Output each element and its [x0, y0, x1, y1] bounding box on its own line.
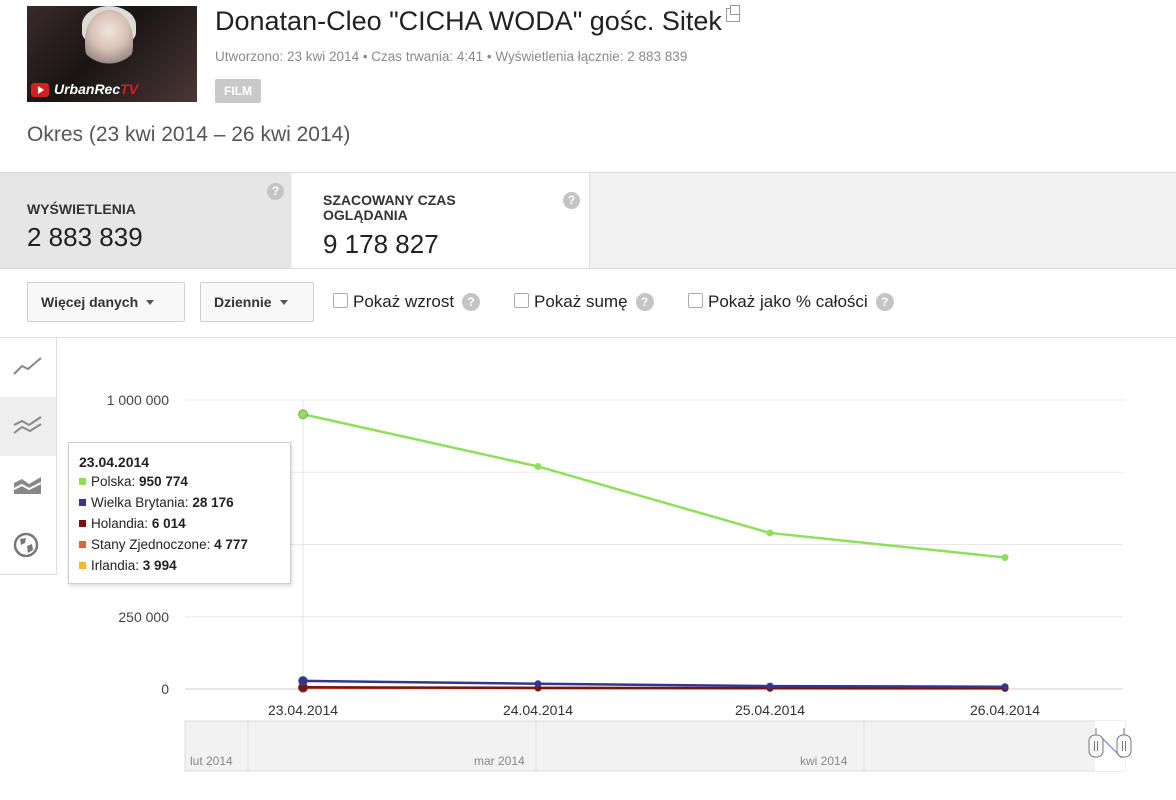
video-thumbnail[interactable]: UrbanRecTV: [27, 6, 197, 102]
chart-tooltip: 23.04.2014 Polska: 950 774 Wielka Brytan…: [68, 442, 291, 584]
series-line: [302, 413, 1006, 559]
tooltip-row: Polska: 950 774: [79, 474, 188, 489]
navigator-label: kwi 2014: [800, 754, 848, 768]
navigator-track[interactable]: [184, 720, 1126, 772]
navigator-label: lut 2014: [190, 754, 233, 768]
show-growth-checkbox[interactable]: Pokaż wzrost?: [333, 292, 481, 312]
video-title[interactable]: Donatan-Cleo "CICHA WODA" gośc. Sitek: [215, 5, 740, 37]
metrics-bar: WYŚWIETLENIA 2 883 839 ? SZACOWANY CZAS O…: [0, 172, 1176, 269]
tooltip-row: Stany Zjednoczone: 4 777: [79, 537, 248, 552]
help-icon[interactable]: ?: [875, 293, 894, 311]
data-point[interactable]: [298, 409, 308, 420]
data-point[interactable]: [766, 529, 774, 537]
data-point[interactable]: [298, 675, 308, 686]
navigator-label: mar 2014: [474, 754, 525, 768]
stacked-area-icon: [13, 477, 42, 494]
help-icon[interactable]: ?: [635, 293, 654, 311]
data-point[interactable]: [534, 680, 542, 688]
chart-type-sidebar: [0, 338, 57, 575]
x-tick-label: 24.04.2014: [503, 702, 573, 718]
y-tick-label: 1 000 000: [107, 392, 169, 408]
chart-toolbar: Więcej danych Dziennie Pokaż wzrost? Pok…: [0, 268, 1176, 338]
help-icon[interactable]: ?: [462, 293, 481, 311]
more-data-dropdown[interactable]: Więcej danych: [27, 282, 185, 322]
legend-swatch: [79, 478, 86, 485]
show-sum-checkbox[interactable]: Pokaż sumę?: [514, 292, 654, 312]
y-tick-label: 250 000: [118, 609, 169, 625]
metric-watch-time-value: 9 178 827: [323, 229, 439, 259]
help-icon[interactable]: ?: [267, 183, 284, 200]
series-line: [302, 679, 1006, 688]
chart-type-multi-line[interactable]: [0, 397, 56, 457]
x-tick-label: 26.04.2014: [970, 702, 1040, 718]
data-point[interactable]: [766, 682, 774, 690]
play-icon: [31, 83, 49, 97]
video-meta: Utworzono: 23 kwi 2014 • Czas trwania: 4…: [215, 49, 688, 64]
line-chart-icon: [13, 357, 42, 375]
chevron-down-icon: [279, 300, 288, 305]
video-type-badge: FILM: [215, 79, 261, 103]
legend-swatch: [79, 520, 86, 527]
globe-icon: [13, 532, 39, 558]
interval-dropdown[interactable]: Dziennie: [200, 282, 314, 322]
legend-swatch: [79, 499, 86, 506]
data-point[interactable]: [534, 462, 542, 470]
checkbox-icon[interactable]: [688, 293, 703, 308]
line-chart: 0 250 000 1 000 000 23.04.2014 24.04.2014 25.…: [107, 392, 1132, 772]
thumbnail-figure: [85, 10, 133, 70]
metric-views-value: 2 883 839: [27, 222, 143, 252]
chart-type-stacked-area[interactable]: [0, 456, 56, 516]
help-icon[interactable]: ?: [563, 192, 580, 209]
metric-watch-time-label: SZACOWANY CZAS OGLĄDANIA: [323, 192, 456, 223]
x-tick-label: 23.04.2014: [268, 702, 338, 718]
data-point[interactable]: [1001, 683, 1009, 691]
metric-watch-time[interactable]: SZACOWANY CZAS OGLĄDANIA 9 178 827 ?: [292, 173, 590, 268]
y-tick-label: 0: [161, 681, 169, 697]
navigator-handle[interactable]: [1088, 734, 1104, 758]
legend-swatch: [79, 541, 86, 548]
thumbnail-brand: UrbanRecTV: [54, 81, 139, 97]
chart-type-map[interactable]: [0, 515, 56, 575]
x-tick-label: 25.04.2014: [735, 702, 805, 718]
period-label: Okres (23 kwi 2014 – 26 kwi 2014): [27, 123, 351, 146]
chevron-down-icon: [146, 300, 155, 305]
show-percent-checkbox[interactable]: Pokaż jako % całości?: [688, 292, 894, 312]
tooltip-row: Wielka Brytania: 28 176: [79, 495, 234, 510]
legend-swatch: [79, 562, 86, 569]
data-point[interactable]: [1001, 554, 1009, 562]
checkbox-icon[interactable]: [514, 293, 529, 308]
metric-views-label: WYŚWIETLENIA: [27, 201, 136, 217]
tooltip-row: Irlandia: 3 994: [79, 558, 177, 573]
chart-type-line[interactable]: [0, 338, 56, 398]
checkbox-icon[interactable]: [333, 293, 348, 308]
navigator-handle[interactable]: [1116, 734, 1132, 758]
metric-views[interactable]: WYŚWIETLENIA 2 883 839 ?: [0, 173, 291, 268]
external-link-icon[interactable]: [725, 5, 740, 22]
tooltip-row: Holandia: 6 014: [79, 516, 186, 531]
tooltip-date: 23.04.2014: [79, 454, 150, 470]
series-line: [302, 686, 1006, 690]
multi-line-chart-icon: [13, 416, 42, 434]
